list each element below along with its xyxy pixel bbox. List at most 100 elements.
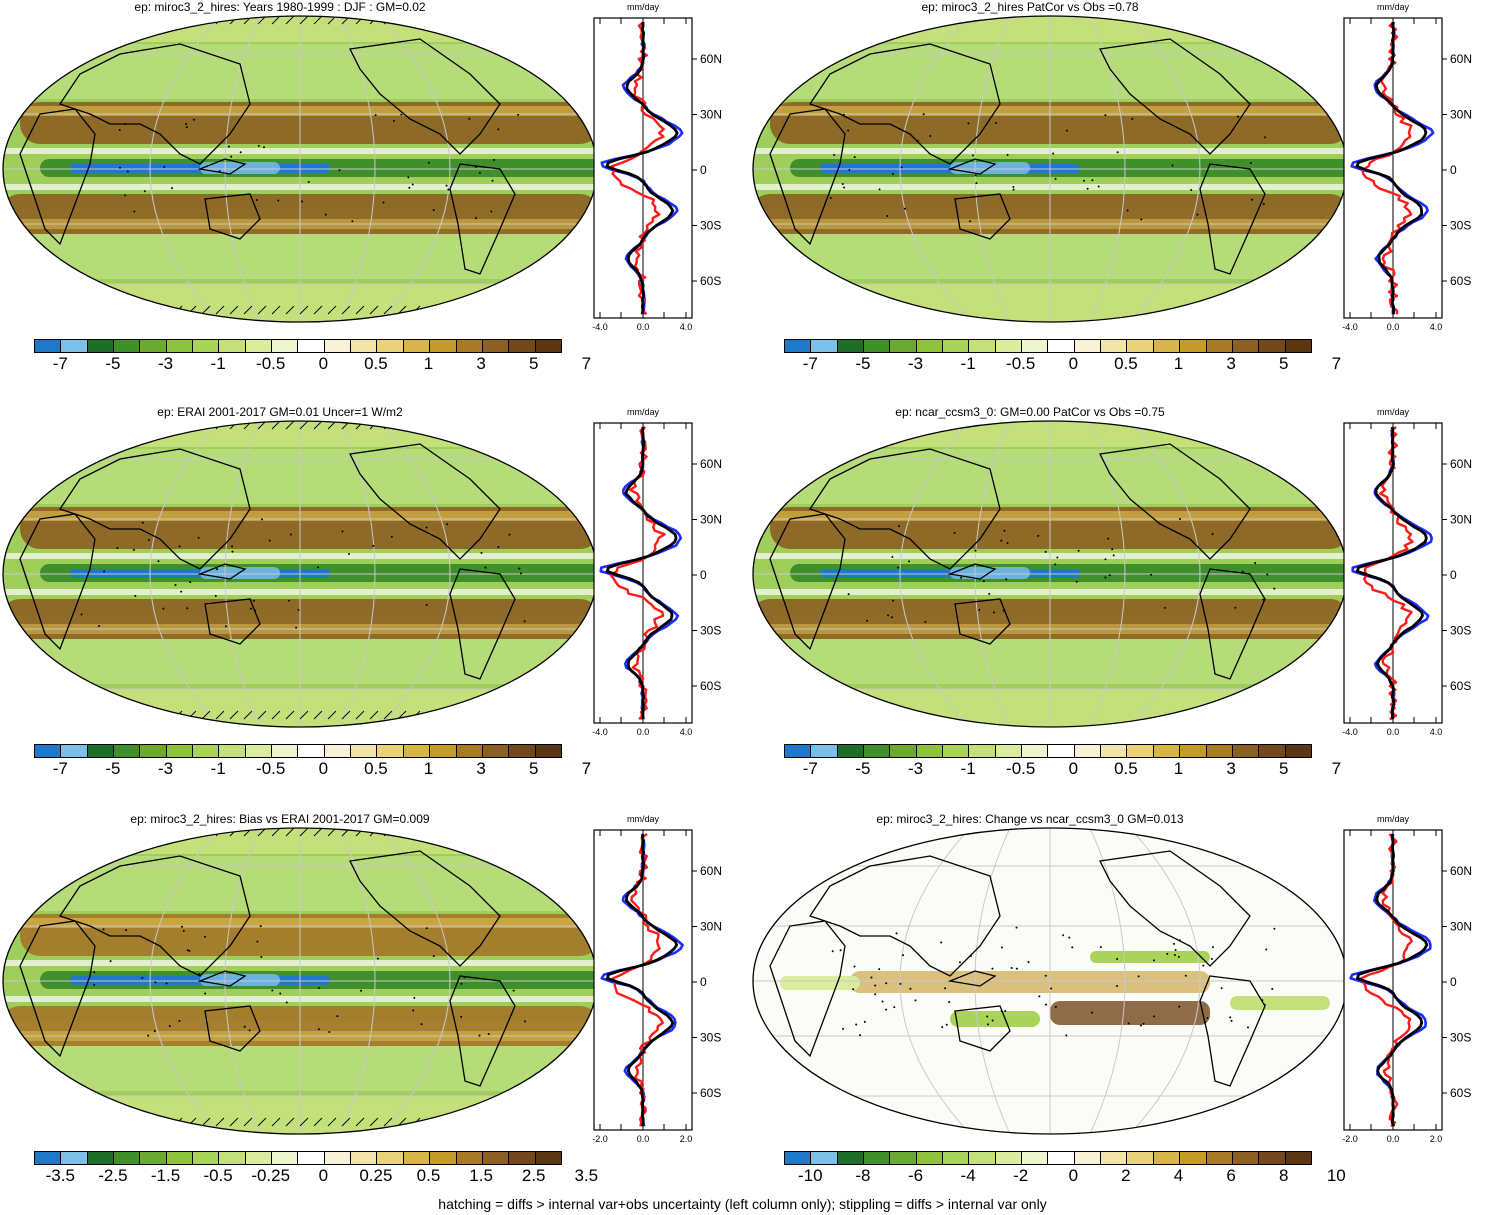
- colorbar-swatch: [1101, 340, 1128, 352]
- zonal-lat-label: 60N: [700, 457, 722, 471]
- colorbar-label: 0.5: [1114, 354, 1138, 373]
- colorbar-label: 7: [581, 354, 592, 373]
- colorbar-label: -1: [210, 759, 226, 778]
- zonal-series-black: [1356, 833, 1429, 1127]
- zonal-lat-label: 60S: [700, 274, 721, 288]
- footer-caption: hatching = diffs > internal var+obs unce…: [438, 1196, 1047, 1212]
- colorbar-swatch: [403, 340, 431, 352]
- colorbar-label: -0.25: [251, 1166, 291, 1185]
- colorbar-swatch: [1101, 745, 1128, 757]
- colorbar-label: -0.5: [203, 1166, 233, 1185]
- colorbar: [34, 744, 562, 758]
- colorbar-swatch: [837, 1152, 865, 1164]
- zonal-lat-label: 30N: [700, 513, 722, 527]
- colorbar-label: 1: [423, 354, 434, 373]
- panel-title: ep: miroc3_2_hires: Change vs ncar_ccsm3…: [876, 812, 1184, 826]
- zonal-lat-label: 30S: [1450, 624, 1471, 638]
- panel-title: ep: miroc3_2_hires: Bias vs ERAI 2001-20…: [130, 812, 430, 826]
- colorbar-swatch: [140, 745, 167, 757]
- colorbar-swatch: [509, 1152, 536, 1164]
- zonal-mean-plot: mm/day -4.0 0.0 4.0 60N 30N 0 30S 60S: [1342, 407, 1472, 737]
- colorbar-swatch: [811, 745, 838, 757]
- colorbar-swatch: [890, 1152, 917, 1164]
- zonal-x-tick: 4.0: [1430, 727, 1443, 737]
- colorbar-swatch: [403, 745, 431, 757]
- colorbar-label: -3: [157, 759, 174, 778]
- zonal-unit-label: mm/day: [1377, 407, 1410, 417]
- colorbar-label: -0.5: [1006, 759, 1036, 778]
- colorbar-swatch: [298, 340, 325, 352]
- colorbar-swatch: [430, 1152, 457, 1164]
- colorbar-swatch: [482, 745, 510, 757]
- colorbar-label: 10: [1326, 1166, 1346, 1185]
- colorbar-swatch: [482, 340, 510, 352]
- colorbar-swatch: [61, 340, 88, 352]
- zonal-series-black: [1355, 21, 1428, 315]
- colorbar-label: 1.5: [469, 1166, 493, 1185]
- zonal-lat-label: 30N: [1450, 513, 1472, 527]
- colorbar-label: 0.5: [1114, 759, 1138, 778]
- colorbar-swatch: [298, 745, 325, 757]
- colorbar-swatch: [377, 745, 404, 757]
- colorbar-label: -7: [802, 354, 818, 373]
- zonal-lat-label: 60S: [1450, 1086, 1471, 1100]
- colorbar-label: 3.5: [574, 1166, 599, 1185]
- zonal-x-tick: 0.0: [637, 322, 650, 332]
- colorbar-swatch: [1074, 1152, 1102, 1164]
- colorbar: [784, 1151, 1312, 1165]
- colorbar-label: -1.5: [150, 1166, 181, 1185]
- colorbar-swatch: [1180, 745, 1207, 757]
- colorbar-labels: -7 -5 -3 -1 -0.5 0 0.5 1 3 5 7: [784, 759, 1341, 779]
- map-panel-p1: ep: miroc3_2_hires: Years 1980-1999 : DJ…: [0, 0, 735, 395]
- zonal-x-tick: -4.0: [1342, 322, 1358, 332]
- zonal-lat-label: 60N: [1450, 457, 1472, 471]
- panel-title: ep: miroc3_2_hires: Years 1980-1999 : DJ…: [134, 0, 426, 14]
- colorbar-swatch: [864, 1152, 891, 1164]
- colorbar-swatch: [1101, 1152, 1128, 1164]
- zonal-lat-label: 60N: [1450, 52, 1472, 66]
- colorbar-label: -1: [960, 759, 976, 778]
- colorbar-swatch: [219, 1152, 246, 1164]
- colorbar-swatch: [1259, 745, 1286, 757]
- colorbar-swatch: [785, 340, 812, 352]
- zonal-series-black: [605, 21, 679, 315]
- colorbar-label: -0.5: [256, 759, 286, 778]
- colorbar-swatch: [969, 340, 996, 352]
- colorbar-swatch: [1127, 745, 1154, 757]
- zonal-series-black: [605, 834, 678, 1127]
- zonal-lat-label: 30S: [700, 1031, 721, 1045]
- colorbar-swatch: [1206, 340, 1233, 352]
- colorbar-swatch: [1048, 340, 1075, 352]
- colorbar-swatch: [377, 1152, 404, 1164]
- colorbar-swatch: [1022, 745, 1049, 757]
- colorbar-swatch: [1048, 1152, 1075, 1164]
- colorbar-label: 1: [1173, 759, 1184, 778]
- colorbar-swatch: [166, 1152, 194, 1164]
- zonal-lat-label: 60N: [1450, 864, 1472, 878]
- zonal-unit-label: mm/day: [1377, 814, 1410, 824]
- colorbar-swatch: [87, 745, 115, 757]
- zonal-x-tick: 0.0: [1387, 322, 1400, 332]
- colorbar-label: 7: [1331, 354, 1342, 373]
- colorbar-swatch: [837, 340, 865, 352]
- colorbar-swatch: [1285, 745, 1311, 757]
- colorbar-swatch: [219, 745, 246, 757]
- robinson-map: [2, 827, 598, 1135]
- colorbar-swatch: [535, 745, 561, 757]
- colorbar-swatch: [193, 340, 220, 352]
- colorbar-label: 0: [318, 354, 329, 373]
- zonal-x-tick: 4.0: [1430, 322, 1443, 332]
- map-panel-p6: ep: miroc3_2_hires: Change vs ncar_ccsm3…: [750, 812, 1485, 1207]
- colorbar-swatch: [864, 745, 891, 757]
- robinson-map: [2, 420, 598, 728]
- colorbar-label: 3: [1226, 759, 1236, 778]
- map-panel-p4: ep: ncar_ccsm3_0: GM=0.00 PatCor vs Obs …: [750, 405, 1485, 800]
- colorbar: [34, 1151, 562, 1165]
- zonal-unit-label: mm/day: [627, 407, 660, 417]
- zonal-lat-label: 0: [1450, 163, 1457, 177]
- colorbar-label: 0: [318, 1166, 329, 1185]
- colorbar-label: -0.5: [256, 354, 286, 373]
- zonal-lat-label: 60S: [700, 1086, 721, 1100]
- colorbar-label: -5: [855, 354, 871, 373]
- colorbar-swatch: [916, 340, 944, 352]
